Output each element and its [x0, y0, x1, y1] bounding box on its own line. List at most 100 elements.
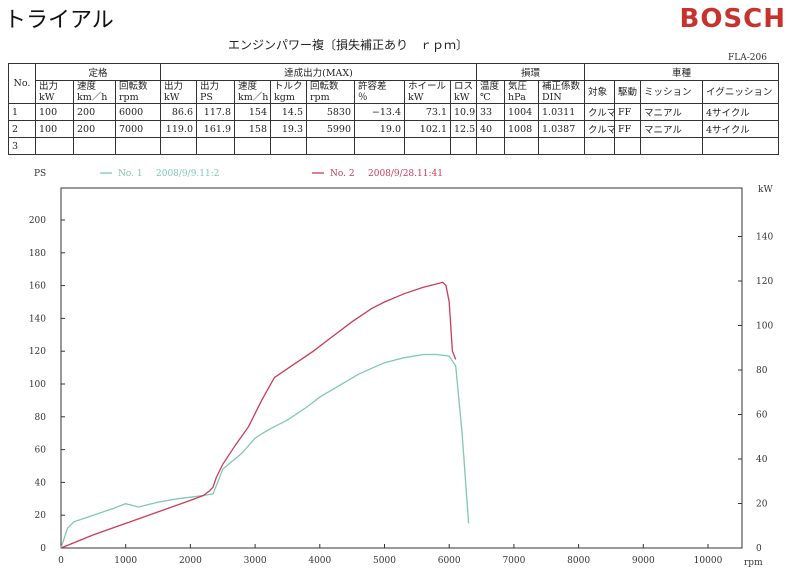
group-header: 定格: [35, 63, 161, 81]
table-cell: [196, 137, 235, 155]
y-right-tick-label: 120: [756, 277, 773, 287]
table-cell: 86.6: [160, 103, 197, 121]
column-header: 補正係数 DIN: [538, 80, 586, 104]
x-tick-label: 3000: [244, 556, 267, 566]
column-header: ミッション: [640, 80, 704, 104]
table-cell: 4サイクル: [702, 120, 780, 138]
column-header: ホイール kW: [404, 80, 451, 104]
page-title: トライアル: [4, 8, 114, 33]
row-number: 3: [8, 137, 36, 155]
column-header: 出力 kW: [160, 80, 197, 104]
table-cell: クルマ: [584, 103, 616, 121]
no-header: No.: [8, 63, 36, 104]
y-left-tick-label: 0: [40, 544, 46, 554]
column-header-label: 温度: [480, 81, 500, 93]
x-tick-label: 1000: [114, 556, 137, 566]
y-left-tick-label: 60: [35, 446, 47, 456]
y-left-tick-label: 200: [29, 216, 46, 226]
table-cell: 119.0: [160, 120, 197, 138]
report-subtitle: エンジンパワー複〔損失補正あり ｒｐｍ〕: [228, 38, 469, 52]
table-cell: [504, 137, 540, 155]
column-header-label: 許容差: [358, 81, 387, 93]
row-number: 1: [8, 103, 36, 121]
table-cell: 4サイクル: [702, 103, 780, 121]
column-header-unit: ℃: [480, 92, 491, 103]
group-header: 損環: [476, 63, 586, 81]
group-header: 達成出力(MAX): [159, 63, 478, 81]
table-cell: [35, 137, 74, 155]
y-left-tick-label: 40: [35, 478, 47, 488]
table-cell: 1008: [504, 120, 540, 138]
column-header: 気圧 hPa: [504, 80, 540, 104]
table-cell: [702, 137, 780, 155]
legend-date: 2008/9/9.11:2: [156, 169, 220, 179]
x-tick-label: 6000: [438, 556, 461, 566]
table-cell: 14.5: [270, 103, 307, 121]
table-cell: 73.1: [404, 103, 451, 121]
column-header-label: 回転数: [119, 81, 148, 93]
column-header-unit: km／h: [77, 92, 108, 103]
column-header: 出力 PS: [196, 80, 235, 104]
x-tick-label: 4000: [308, 556, 331, 566]
table-cell: 7000: [115, 120, 161, 138]
y-left-tick-label: 180: [29, 249, 46, 259]
legend-label: No. 1: [118, 169, 143, 179]
x-tick-label: 10000: [694, 556, 723, 566]
column-header-unit: hPa: [508, 92, 526, 103]
y-right-tick-label: 20: [756, 500, 768, 510]
table-cell: 200: [73, 120, 116, 138]
x-tick-label: 5000: [373, 556, 396, 566]
spec-table: No. 定格 達成出力(MAX) 損環 車種 出力 kW 速度 km／h 回転数 rpm 出…: [8, 63, 780, 155]
column-header-label: ロス: [454, 81, 474, 93]
column-header-label: 出力: [200, 81, 220, 93]
table-header-row: 出力 kW 速度 km／h 回転数 rpm 出力 kW 出力 PS 速度 km／h トルク kgm 回転数 r…: [9, 80, 780, 104]
table-group-row: No. 定格 達成出力(MAX) 損環 車種: [8, 63, 780, 104]
legend-date: 2008/9/28.11:41: [368, 169, 443, 179]
column-header: 速度 km／h: [73, 80, 116, 104]
form-code: FLA-206: [728, 53, 767, 63]
table-cell: [614, 137, 642, 155]
y-left-tick-label: 120: [29, 347, 46, 357]
column-header-label: 速度: [77, 81, 97, 93]
table-cell: [306, 137, 355, 155]
table-cell: 100: [35, 120, 74, 138]
table-cell: [584, 137, 616, 155]
table-cell: [404, 137, 451, 155]
table-cell: −13.4: [354, 103, 405, 121]
column-header: 回転数 rpm: [115, 80, 161, 104]
table-cell: [234, 137, 271, 155]
column-header-unit: ％: [358, 92, 368, 103]
column-header-label: 出力: [164, 81, 184, 93]
column-header: ロス kW: [449, 80, 478, 104]
x-tick-label: 7000: [502, 556, 525, 566]
table-cell: [270, 137, 307, 155]
table-cell: [115, 137, 161, 155]
xlabel: rpm: [744, 558, 763, 568]
ylabel-right: kW: [758, 185, 773, 195]
y-right-tick-label: 0: [756, 544, 762, 554]
table-cell: 33: [476, 103, 506, 121]
ylabel-left: PS: [34, 169, 46, 179]
column-header: トルク kgm: [270, 80, 307, 104]
table-cell: [476, 137, 506, 155]
x-tick-label: 8000: [567, 556, 590, 566]
table-cell: 102.1: [404, 120, 451, 138]
table-cell: 40: [476, 120, 506, 138]
table-cell: [73, 137, 116, 155]
table-cell: 154: [234, 103, 271, 121]
table-cell: クルマ: [584, 120, 616, 138]
table-cell: [354, 137, 405, 155]
y-right-tick-label: 140: [756, 233, 773, 243]
column-header-label: 出力: [39, 81, 59, 93]
column-header-label: ミッション: [644, 86, 692, 98]
x-tick-label: 9000: [632, 556, 655, 566]
table-row: 2 100 200 7000 119.0 161.9 158 19.3 5990 19.0 102.…: [8, 120, 780, 138]
x-tick-label: 2000: [179, 556, 202, 566]
column-header: 駆動: [614, 80, 642, 104]
column-header: 速度 km／h: [234, 80, 271, 104]
power-chart: 0 1000 2000 3000 4000 5000 6000 7000 8000 9000 100…: [29, 169, 774, 568]
table-cell: FF: [614, 103, 642, 121]
column-header-label: ホイール: [408, 81, 447, 93]
table-cell: 19.3: [270, 120, 307, 138]
y-right-tick-label: 60: [756, 411, 768, 421]
